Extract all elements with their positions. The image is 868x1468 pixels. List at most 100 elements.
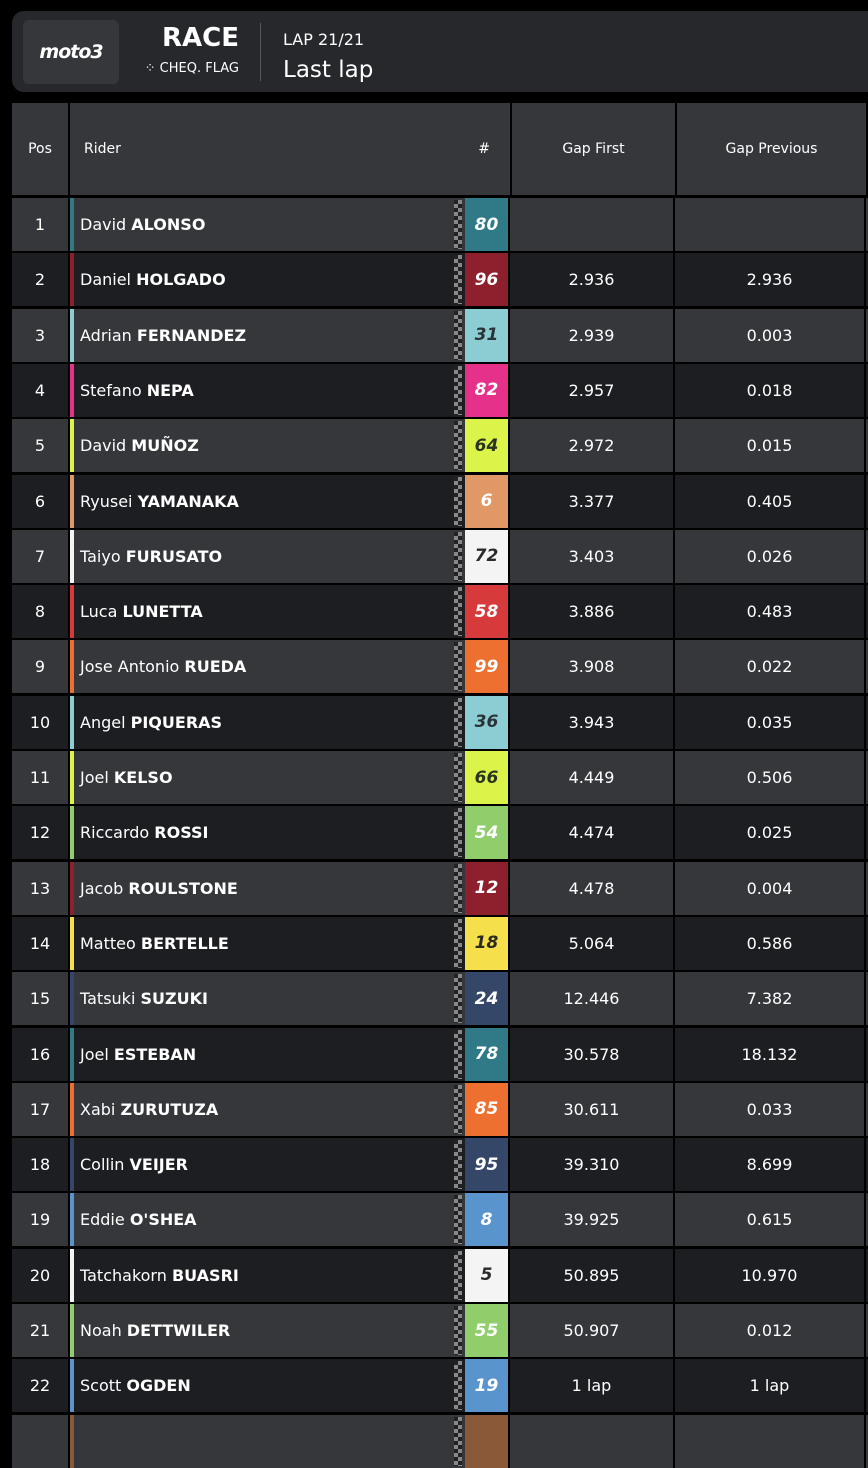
- table-row[interactable]: 19 Eddie O'SHEA 8 39.925 0.615: [12, 1193, 868, 1247]
- table-row[interactable]: 3 Adrian FERNANDEZ 31 2.939 0.003: [12, 308, 868, 362]
- team-color-bar: [70, 640, 74, 694]
- table-row[interactable]: 14 Matteo BERTELLE 18 5.064 0.586: [12, 916, 868, 970]
- table-row[interactable]: 2 Daniel HOLGADO 96 2.936 2.936: [12, 253, 868, 307]
- gap-previous: 0.483: [675, 585, 864, 639]
- team-color-bar: [70, 253, 74, 307]
- gap-previous: 0.003: [675, 308, 864, 362]
- col-gap-previous: Gap Previous: [675, 103, 866, 195]
- rider-name: Xabi ZURUTUZA: [70, 1100, 218, 1119]
- position: 4: [12, 363, 68, 417]
- gap-first: 3.377: [510, 474, 673, 528]
- position: 10: [12, 695, 68, 749]
- rider-cell: Xabi ZURUTUZA: [70, 1082, 454, 1136]
- position: 19: [12, 1193, 68, 1247]
- rider-last-name: LUNETTA: [122, 602, 203, 622]
- next-column-cell: [866, 806, 868, 860]
- table-row[interactable]: 13 Jacob ROULSTONE 12 4.478 0.004: [12, 861, 868, 915]
- rider-cell: David MUÑOZ: [70, 419, 454, 473]
- checkered-flag-icon: [454, 1195, 462, 1245]
- rider-last-name: PIQUERAS: [130, 712, 223, 732]
- rider-first-name: Taiyo: [80, 546, 121, 566]
- rider-number: 80: [465, 198, 508, 251]
- next-column-cell: [866, 1304, 868, 1357]
- position: 21: [12, 1304, 68, 1357]
- rider-number: 85: [465, 1082, 508, 1136]
- table-row[interactable]: 1 David ALONSO 80: [12, 198, 868, 251]
- team-color-bar: [70, 198, 74, 251]
- next-column-cell: [866, 308, 868, 362]
- number-cell: 36: [454, 695, 508, 749]
- table-row[interactable]: 18 Collin VEIJER 95 39.310 8.699: [12, 1138, 868, 1192]
- position: 18: [12, 1138, 68, 1192]
- table-row[interactable]: 6 Ryusei YAMANAKA 6 3.377 0.405: [12, 474, 868, 528]
- position: 6: [12, 474, 68, 528]
- next-column-cell: [866, 640, 868, 694]
- gap-previous: 0.035: [675, 695, 864, 749]
- table-row[interactable]: 11 Joel KELSO 66 4.449 0.506: [12, 751, 868, 804]
- number-cell: 24: [454, 972, 508, 1026]
- rider-cell: Joel ESTEBAN: [70, 1027, 454, 1081]
- rider-name: Noah DETTWILER: [70, 1321, 230, 1340]
- rider-cell: Tatchakorn BUASRI: [70, 1248, 454, 1302]
- rider-first-name: Joel: [80, 768, 109, 787]
- table-row[interactable]: 9 Jose Antonio RUEDA 99 3.908 0.022: [12, 640, 868, 694]
- rider-number: 82: [465, 363, 508, 417]
- position: 22: [12, 1359, 68, 1413]
- team-color-bar: [70, 474, 74, 528]
- gap-first: 4.449: [510, 751, 673, 804]
- next-column-cell: [866, 1138, 868, 1192]
- rider-first-name: Tatsuki: [80, 989, 136, 1009]
- table-row[interactable]: [12, 1414, 868, 1468]
- rider-first-name: Angel: [80, 712, 126, 732]
- gap-previous: 1 lap: [675, 1359, 864, 1413]
- col-pos: Pos: [12, 103, 70, 195]
- next-column-cell: [866, 972, 868, 1026]
- rider-cell: [70, 1414, 454, 1468]
- next-column-cell: [866, 1027, 868, 1081]
- table-row[interactable]: 22 Scott OGDEN 19 1 lap 1 lap: [12, 1359, 868, 1413]
- table-row[interactable]: 12 Riccardo ROSSI 54 4.474 0.025: [12, 806, 868, 860]
- rider-number: 8: [465, 1193, 508, 1247]
- number-cell: 54: [454, 806, 508, 860]
- position: 8: [12, 585, 68, 639]
- table-row[interactable]: 8 Luca LUNETTA 58 3.886 0.483: [12, 585, 868, 639]
- rider-number: 6: [465, 474, 508, 528]
- table-row[interactable]: 5 David MUÑOZ 64 2.972 0.015: [12, 419, 868, 473]
- team-color-bar: [70, 695, 74, 749]
- table-row[interactable]: 20 Tatchakorn BUASRI 5 50.895 10.970: [12, 1248, 868, 1302]
- table-row[interactable]: 15 Tatsuki SUZUKI 24 12.446 7.382: [12, 972, 868, 1026]
- rider-name: Stefano NEPA: [70, 381, 194, 400]
- next-column-cell: [866, 198, 868, 251]
- number-cell: 95: [454, 1138, 508, 1192]
- table-row[interactable]: 10 Angel PIQUERAS 36 3.943 0.035: [12, 695, 868, 749]
- table-row[interactable]: 7 Taiyo FURUSATO 72 3.403 0.026: [12, 529, 868, 583]
- table-row[interactable]: 21 Noah DETTWILER 55 50.907 0.012: [12, 1304, 868, 1357]
- gap-previous: 0.018: [675, 363, 864, 417]
- rider-last-name: VEIJER: [129, 1155, 188, 1175]
- team-color-bar: [70, 1414, 74, 1468]
- rider-last-name: ESTEBAN: [113, 1044, 197, 1064]
- gap-previous: 0.022: [675, 640, 864, 694]
- rider-cell: Noah DETTWILER: [70, 1304, 454, 1357]
- rider-number: 55: [465, 1304, 508, 1357]
- gap-previous: 0.015: [675, 419, 864, 473]
- checkered-flag-icon: [454, 1416, 462, 1466]
- rider-cell: David ALONSO: [70, 198, 454, 251]
- rider-cell: Adrian FERNANDEZ: [70, 308, 454, 362]
- session-title: RACE: [162, 23, 239, 53]
- number-cell: 80: [454, 198, 508, 251]
- table-row[interactable]: 17 Xabi ZURUTUZA 85 30.611 0.033: [12, 1082, 868, 1136]
- rider-number: 36: [465, 695, 508, 749]
- gap-previous: 18.132: [675, 1027, 864, 1081]
- rider-first-name: Scott: [80, 1376, 122, 1396]
- table-row[interactable]: 4 Stefano NEPA 82 2.957 0.018: [12, 363, 868, 417]
- checkered-flag-icon: [454, 808, 462, 858]
- rider-cell: Jose Antonio RUEDA: [70, 640, 454, 694]
- next-column-cell: [866, 1193, 868, 1247]
- rider-name: Collin VEIJER: [70, 1155, 188, 1174]
- number-cell: 12: [454, 861, 508, 915]
- number-cell: 58: [454, 585, 508, 639]
- table-row[interactable]: 16 Joel ESTEBAN 78 30.578 18.132: [12, 1027, 868, 1081]
- col-rider-label: Rider: [84, 141, 121, 157]
- position: 7: [12, 529, 68, 583]
